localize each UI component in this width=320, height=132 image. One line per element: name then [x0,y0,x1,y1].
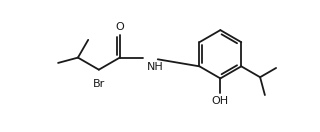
Text: NH: NH [147,62,164,72]
Text: OH: OH [212,96,229,106]
Text: O: O [116,22,124,32]
Text: Br: Br [93,79,105,89]
